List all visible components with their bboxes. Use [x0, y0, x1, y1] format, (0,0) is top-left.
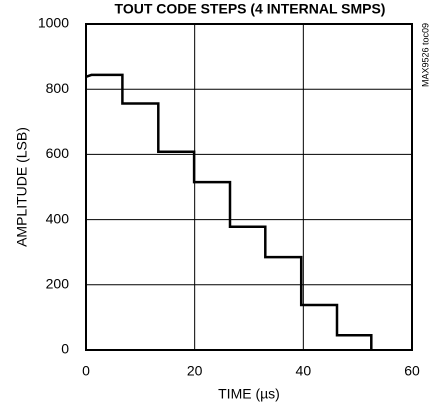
amplitude-trace	[85, 73, 373, 350]
chart-title: TOUT CODE STEPS (4 INTERNAL SMPS)	[115, 0, 386, 16]
x-tick-label: 60	[404, 363, 420, 379]
y-axis-label: AMPLITUDE (LSB)	[14, 127, 30, 247]
x-tick-label: 20	[187, 363, 203, 379]
plot-frame	[85, 23, 413, 351]
y-tick-label: 600	[46, 145, 70, 161]
y-tick-label: 800	[46, 80, 70, 96]
y-tick-label: 200	[46, 276, 70, 292]
y-tick-label: 1000	[38, 15, 69, 31]
x-tick-label: 0	[82, 363, 90, 379]
grid-lines	[86, 24, 412, 350]
y-tick-label: 400	[46, 210, 70, 226]
y-tick-labels: 0 200 400 600 800 1000	[38, 15, 69, 357]
x-axis-label: TIME (µs)	[218, 386, 280, 402]
figure-code-label: MAX9526 toc09	[420, 23, 430, 87]
x-tick-labels: 0 20 40 60	[82, 363, 420, 379]
plot-trace-layer	[85, 73, 373, 350]
y-tick-label: 0	[61, 341, 69, 357]
x-tick-label: 40	[296, 363, 312, 379]
